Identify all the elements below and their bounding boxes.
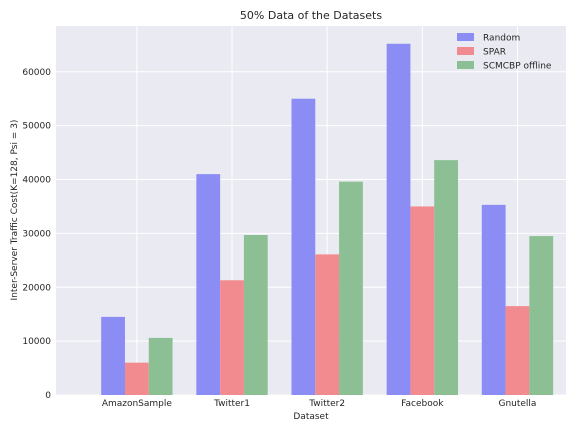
legend: Random SPAR SCMCBP offline xyxy=(457,33,552,72)
bar-scmcbp-offline xyxy=(434,160,459,395)
bar-random xyxy=(386,43,411,395)
tick-labels: 0 10000 20000 30000 40000 50000 60000 AmazonSam… xyxy=(22,68,536,409)
bar-scmcbp-offline xyxy=(339,181,363,395)
bar-spar xyxy=(220,280,244,395)
y-tick-label: 10000 xyxy=(22,337,51,347)
bar-random xyxy=(196,174,221,395)
legend-swatch xyxy=(457,47,474,55)
chart-title: 50% Data of the Datasets xyxy=(240,9,382,22)
bar-spar xyxy=(124,362,149,395)
legend-swatch xyxy=(457,61,474,69)
bar-random xyxy=(481,204,506,395)
legend-label: SCMCBP offline xyxy=(483,62,552,72)
bars xyxy=(101,43,554,395)
bar-scmcbp-offline xyxy=(529,236,554,395)
y-axis-label: Inter-Server Traffic Cost(K=128, Psi = 3… xyxy=(10,120,20,301)
legend-swatch xyxy=(457,33,474,41)
y-tick-label: 60000 xyxy=(22,68,51,78)
bar-random xyxy=(101,316,125,395)
bar-random xyxy=(291,98,316,395)
y-tick-label: 0 xyxy=(45,391,51,401)
y-tick-label: 50000 xyxy=(22,122,51,132)
bar-spar xyxy=(410,206,435,395)
x-tick-label: Twitter2 xyxy=(308,399,345,409)
y-tick-label: 40000 xyxy=(22,176,51,186)
y-tick-label: 30000 xyxy=(22,229,51,239)
legend-label: Random xyxy=(483,34,520,44)
bar-spar xyxy=(315,254,340,395)
y-tick-label: 20000 xyxy=(22,283,51,293)
x-tick-label: Twitter1 xyxy=(213,399,250,409)
x-axis-label: Dataset xyxy=(293,412,329,422)
bar-scmcbp-offline xyxy=(148,337,173,395)
legend-label: SPAR xyxy=(483,48,506,58)
x-tick-label: Gnutella xyxy=(498,399,536,409)
x-tick-label: AmazonSample xyxy=(102,399,173,409)
bar-spar xyxy=(505,306,530,395)
x-tick-label: Facebook xyxy=(401,399,444,409)
bar-scmcbp-offline xyxy=(243,235,268,395)
